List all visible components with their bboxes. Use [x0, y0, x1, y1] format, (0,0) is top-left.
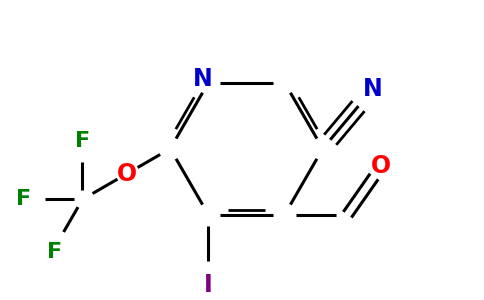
Text: N: N	[193, 67, 213, 91]
Text: I: I	[204, 273, 213, 297]
Text: F: F	[47, 242, 62, 262]
Text: F: F	[15, 189, 31, 209]
Text: F: F	[75, 131, 90, 151]
Text: O: O	[117, 162, 136, 186]
Text: N: N	[363, 77, 383, 101]
Text: O: O	[371, 154, 392, 178]
